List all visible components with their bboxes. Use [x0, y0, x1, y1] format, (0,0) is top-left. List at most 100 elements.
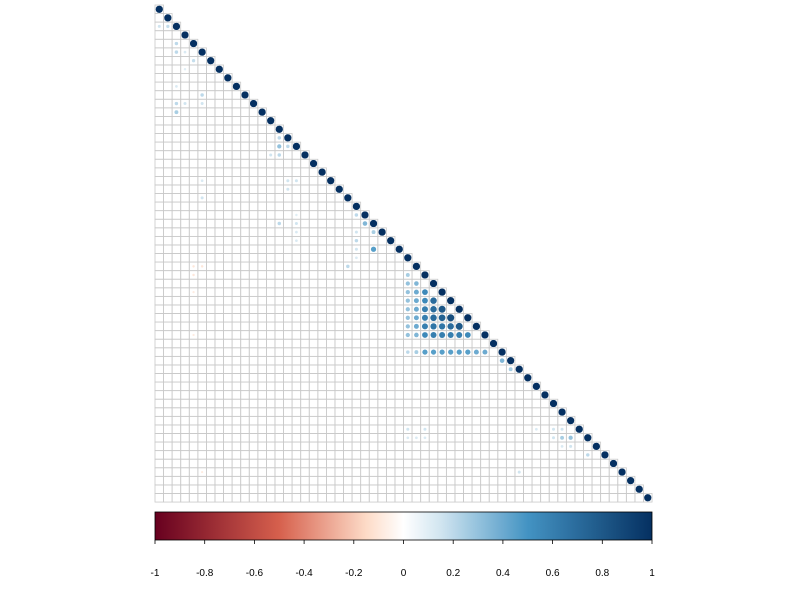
matrix-cell	[231, 441, 242, 452]
matrix-cell	[300, 218, 310, 229]
matrix-cell	[214, 175, 224, 186]
matrix-cell	[385, 364, 396, 374]
matrix-cell	[257, 467, 267, 477]
matrix-cell	[488, 398, 499, 409]
matrix-cell	[283, 330, 293, 340]
matrix-cell	[385, 484, 396, 494]
matrix-cell	[548, 415, 559, 426]
matrix-cell	[206, 484, 216, 494]
matrix-cell	[283, 218, 293, 229]
matrix-cell	[180, 467, 190, 477]
matrix-cell	[206, 433, 216, 443]
matrix-cell	[231, 304, 242, 314]
matrix-cell	[154, 415, 164, 426]
matrix-cell	[557, 467, 567, 477]
diagonal-circle	[617, 467, 627, 477]
matrix-cell	[163, 424, 173, 434]
matrix-cell	[445, 355, 456, 366]
matrix-cell	[497, 433, 507, 443]
matrix-cell	[308, 167, 319, 177]
matrix-cell	[206, 381, 216, 392]
matrix-cell	[154, 278, 164, 289]
matrix-cell	[360, 338, 370, 349]
matrix-cell	[317, 373, 327, 383]
matrix-cell	[471, 415, 482, 426]
matrix-cell	[274, 227, 284, 237]
matrix-cell	[343, 338, 353, 349]
matrix-cell	[223, 321, 233, 332]
matrix-cell	[231, 201, 242, 212]
correlation-circle	[456, 331, 463, 338]
matrix-cell	[291, 484, 302, 494]
matrix-cell	[360, 295, 370, 306]
matrix-cell	[197, 158, 207, 169]
matrix-cell	[488, 424, 499, 434]
matrix-cell	[351, 381, 362, 392]
matrix-cell	[454, 398, 464, 409]
correlation-circle	[200, 265, 204, 268]
matrix-cell	[317, 253, 327, 263]
matrix-cell	[180, 175, 190, 186]
matrix-cell	[240, 424, 250, 434]
matrix-cell	[240, 441, 250, 452]
matrix-cell	[283, 150, 293, 160]
matrix-cell	[188, 90, 199, 100]
matrix-cell	[206, 373, 216, 383]
matrix-cell	[223, 278, 233, 289]
correlation-circle	[499, 358, 505, 363]
matrix-cell	[394, 373, 404, 383]
matrix-cell	[343, 201, 353, 212]
matrix-cell	[171, 158, 182, 169]
matrix-cell	[171, 373, 182, 383]
correlation-circle	[438, 305, 446, 313]
matrix-cell	[471, 330, 482, 340]
matrix-cell	[248, 450, 259, 460]
matrix-cell	[171, 295, 182, 306]
matrix-cell	[325, 338, 336, 349]
matrix-cell	[206, 364, 216, 374]
matrix-cell	[523, 450, 533, 460]
matrix-cell	[188, 424, 199, 434]
matrix-cell	[497, 493, 507, 503]
matrix-cell	[420, 338, 430, 349]
matrix-cell	[248, 424, 259, 434]
matrix-cell	[291, 347, 302, 357]
matrix-cell	[257, 493, 267, 503]
matrix-cell	[266, 175, 276, 186]
matrix-cell	[223, 124, 233, 134]
matrix-cell	[540, 493, 550, 503]
matrix-cell	[240, 347, 250, 357]
matrix-cell	[334, 193, 344, 203]
matrix-cell	[497, 381, 507, 392]
matrix-cell	[257, 381, 267, 392]
correlation-circle	[277, 144, 282, 149]
matrix-cell	[385, 467, 396, 477]
matrix-cell	[274, 355, 284, 366]
matrix-cell	[154, 338, 164, 349]
matrix-cell	[394, 364, 404, 374]
matrix-cell	[214, 441, 224, 452]
correlation-circle	[423, 436, 427, 440]
matrix-cell	[317, 193, 327, 203]
colorbar-gradient	[154, 511, 653, 541]
matrix-cell	[248, 493, 259, 503]
matrix-cell	[206, 184, 216, 194]
matrix-cell	[574, 475, 584, 486]
matrix-cell	[231, 116, 242, 126]
matrix-cell	[188, 150, 199, 160]
matrix-cell	[240, 227, 250, 237]
matrix-cell	[214, 270, 224, 280]
matrix-cell	[266, 433, 276, 443]
matrix-cell	[463, 458, 473, 469]
correlation-circle	[406, 436, 410, 440]
matrix-cell	[540, 458, 550, 469]
matrix-cell	[523, 407, 533, 417]
matrix-cell	[325, 398, 336, 409]
matrix-cell	[488, 390, 499, 400]
matrix-cell	[206, 81, 216, 92]
diagonal-circle	[489, 339, 498, 348]
matrix-cell	[411, 364, 422, 374]
correlation-circle	[157, 24, 161, 28]
matrix-cell	[325, 450, 336, 460]
matrix-cell	[514, 381, 524, 392]
